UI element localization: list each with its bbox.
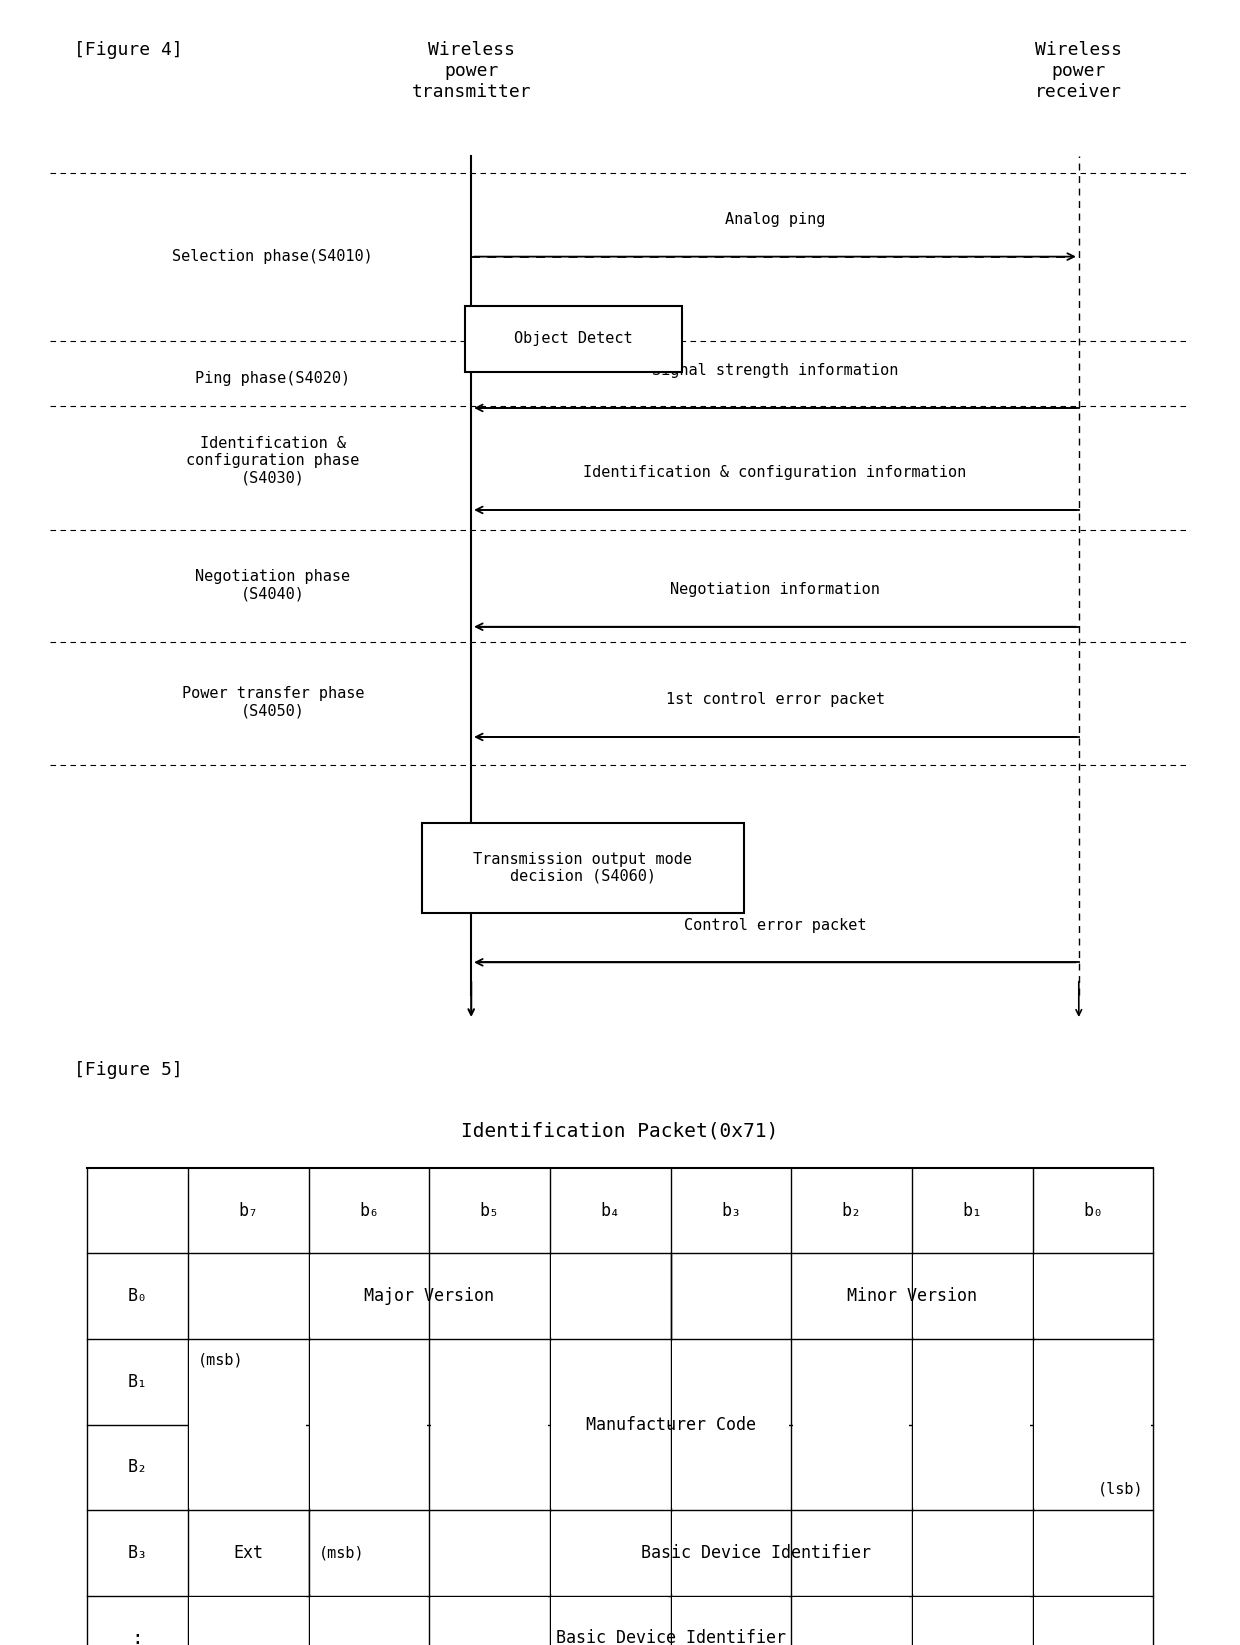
Bar xyxy=(1034,1597,1151,1645)
Text: Identification Packet(0x71): Identification Packet(0x71) xyxy=(461,1122,779,1142)
Text: Wireless
power
receiver: Wireless power receiver xyxy=(1035,41,1122,100)
Text: [Figure 5]: [Figure 5] xyxy=(74,1061,184,1079)
Bar xyxy=(190,1341,306,1508)
Text: b₀: b₀ xyxy=(1083,1202,1102,1219)
Text: Signal strength information: Signal strength information xyxy=(652,364,898,378)
Text: b₂: b₂ xyxy=(842,1202,862,1219)
Text: B₃: B₃ xyxy=(128,1545,148,1561)
Text: Manufacturer Code: Manufacturer Code xyxy=(585,1416,755,1433)
Bar xyxy=(430,1512,548,1594)
Text: B₁: B₁ xyxy=(128,1374,148,1390)
Text: Identification & configuration information: Identification & configuration informati… xyxy=(583,466,967,480)
Text: (msb): (msb) xyxy=(198,1352,243,1369)
Text: Ping phase(S4020): Ping phase(S4020) xyxy=(195,370,351,387)
Bar xyxy=(913,1255,1030,1337)
Bar xyxy=(310,1255,427,1337)
Bar xyxy=(672,1512,789,1594)
Text: b₅: b₅ xyxy=(480,1202,500,1219)
Text: Negotiation phase
(S4040): Negotiation phase (S4040) xyxy=(195,569,351,602)
Text: 1st control error packet: 1st control error packet xyxy=(666,693,884,707)
Bar xyxy=(310,1597,427,1645)
Bar xyxy=(552,1255,668,1337)
Text: Negotiation information: Negotiation information xyxy=(670,582,880,597)
Bar xyxy=(422,822,744,913)
Text: [Figure 4]: [Figure 4] xyxy=(74,41,184,59)
Bar xyxy=(913,1597,1030,1645)
Text: B₂: B₂ xyxy=(128,1459,148,1476)
Bar xyxy=(792,1512,909,1594)
Bar xyxy=(792,1597,909,1645)
Text: (lsb): (lsb) xyxy=(1097,1480,1143,1497)
Text: Basic Device Identifier: Basic Device Identifier xyxy=(641,1545,870,1561)
Text: Ext: Ext xyxy=(233,1545,263,1561)
Bar xyxy=(552,1597,668,1645)
Bar xyxy=(792,1341,909,1508)
Bar xyxy=(913,1512,1030,1594)
Bar xyxy=(1034,1255,1151,1337)
Text: b₃: b₃ xyxy=(720,1202,742,1219)
Text: (msb): (msb) xyxy=(319,1545,365,1561)
Text: Major Version: Major Version xyxy=(365,1288,495,1304)
Bar xyxy=(430,1341,548,1508)
Bar xyxy=(1034,1341,1151,1508)
Text: Minor Version: Minor Version xyxy=(847,1288,977,1304)
Text: B₀: B₀ xyxy=(128,1288,148,1304)
Bar xyxy=(430,1255,548,1337)
Text: Selection phase(S4010): Selection phase(S4010) xyxy=(172,248,373,265)
Text: Control error packet: Control error packet xyxy=(683,918,867,933)
Text: Wireless
power
transmitter: Wireless power transmitter xyxy=(412,41,531,100)
Text: Transmission output mode
decision (S4060): Transmission output mode decision (S4060… xyxy=(474,852,692,883)
Text: Analog ping: Analog ping xyxy=(725,212,825,227)
Text: Object Detect: Object Detect xyxy=(515,331,632,347)
Text: b₆: b₆ xyxy=(360,1202,379,1219)
Bar xyxy=(792,1255,909,1337)
Bar xyxy=(672,1341,789,1508)
Bar xyxy=(310,1512,427,1594)
Bar xyxy=(190,1597,306,1645)
Text: b₇: b₇ xyxy=(238,1202,258,1219)
Text: :: : xyxy=(131,1629,144,1645)
Text: b₁: b₁ xyxy=(962,1202,982,1219)
Text: Identification &
configuration phase
(S4030): Identification & configuration phase (S4… xyxy=(186,436,360,485)
Bar xyxy=(552,1512,668,1594)
Text: Basic Device Identifier: Basic Device Identifier xyxy=(556,1630,786,1645)
Bar xyxy=(672,1597,789,1645)
Text: b₄: b₄ xyxy=(600,1202,620,1219)
Bar xyxy=(430,1597,548,1645)
Bar xyxy=(465,306,682,372)
Bar xyxy=(310,1341,427,1508)
Bar xyxy=(552,1341,668,1508)
Text: Power transfer phase
(S4050): Power transfer phase (S4050) xyxy=(181,686,365,719)
Bar xyxy=(913,1341,1030,1508)
Bar xyxy=(1034,1512,1151,1594)
